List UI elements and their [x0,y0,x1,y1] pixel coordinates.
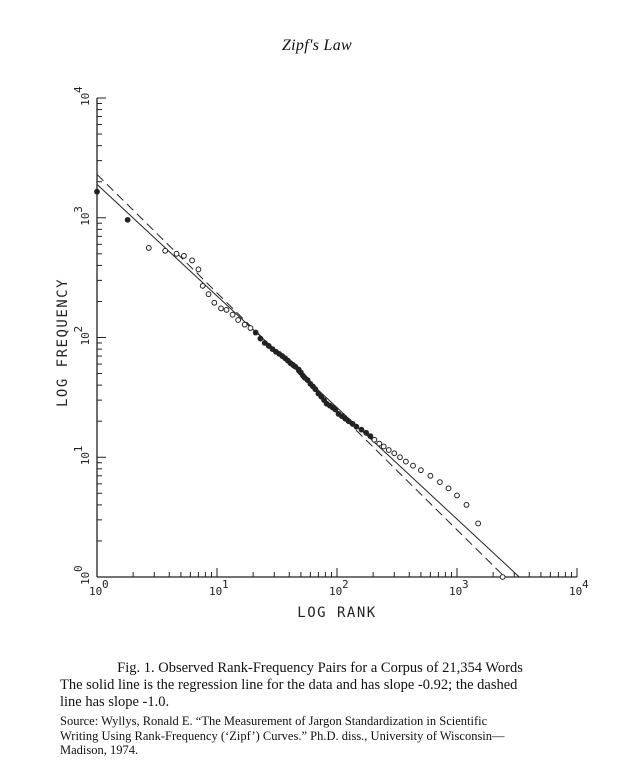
chart-axes [96,97,578,578]
data-point [376,440,383,447]
figure-source: Source: Wyllys, Ronald E. “The Measureme… [60,714,580,758]
page-title: Zipf's Law [281,37,352,54]
y-axis-title-group: LOG FREQUENCY [55,278,71,407]
data-point [397,454,403,461]
data-point [199,282,206,289]
data-point [218,305,224,312]
data-point [261,340,268,346]
figure-caption: Fig. 1. Observed Rank-Frequency Pairs fo… [60,660,580,711]
data-point [223,307,230,313]
y-tick-exponent: 0 [72,565,85,572]
data-point [358,426,365,433]
source-line-2: Writing Using Rank-Frequency (‘Zipf’) Cu… [60,728,505,743]
x-tick-label: 10 [89,585,102,598]
data-point [345,418,352,425]
x-tick-exponent: 4 [582,578,589,591]
data-point [454,492,460,499]
x-tick-label: 10 [449,585,462,598]
data-point [391,450,398,457]
y-tick-label-group: 100 [72,565,92,585]
x-tick-label: 10 [209,585,222,598]
y-tick-exponent: 2 [72,326,85,333]
data-point [94,188,100,195]
y-axis-title: LOG FREQUENCY [55,278,71,407]
data-point [312,386,319,393]
data-point [402,458,409,465]
data-point [417,467,424,474]
data-point [145,245,152,251]
x-tick-label: 10 [569,585,582,598]
data-point [257,335,264,342]
data-point [363,429,370,436]
data-point [162,247,169,254]
data-point [235,317,242,323]
chart-points [94,188,506,580]
y-tick-exponent: 4 [72,86,85,93]
y-tick-label: 10 [79,452,92,465]
data-point [475,520,482,527]
x-tick-label: 10 [329,585,342,598]
data-point [181,253,187,259]
data-point [189,257,195,264]
x-tick-exponent: 2 [342,578,349,591]
data-point [371,436,378,443]
y-tick-exponent: 1 [72,446,85,453]
data-point [445,485,452,492]
caption-line-2: The solid line is the regression line fo… [60,677,518,693]
data-point [499,574,506,580]
data-point [349,420,356,427]
data-point [205,291,212,298]
data-point [463,502,470,508]
data-point [410,462,416,469]
data-point [173,250,180,257]
y-tick-label-group: 102 [72,326,92,346]
source-line-1: Source: Wyllys, Ronald E. “The Measureme… [60,714,488,728]
data-point [265,343,272,349]
caption-line-3: line has slope -1.0. [60,694,170,710]
x-tick-exponent: 1 [222,578,229,591]
data-point [332,406,339,413]
data-point [211,299,218,306]
y-tick-label-group: 104 [72,86,92,106]
x-tick-exponent: 3 [462,578,469,591]
y-tick-label-group: 103 [72,206,92,226]
data-point [380,443,387,450]
data-point [247,325,254,331]
x-tick-exponent: 0 [102,578,109,591]
data-point [367,433,374,440]
data-point [353,423,360,430]
data-point [436,479,443,486]
data-point [124,216,131,223]
chart-lines [96,174,520,578]
y-tick-label: 10 [79,332,92,345]
data-point [252,329,259,336]
y-tick-label: 10 [79,213,92,226]
y-tick-label-group: 101 [72,446,92,466]
y-tick-label: 10 [79,93,92,106]
data-point [195,266,202,273]
data-point [241,321,248,328]
data-point [427,472,434,479]
data-point [229,311,236,318]
data-point [385,447,392,453]
x-axis-title: LOG RANK [297,605,376,621]
y-tick-exponent: 3 [72,206,85,213]
caption-line-1: Fig. 1. Observed Rank-Frequency Pairs fo… [117,660,523,676]
y-tick-label: 10 [79,572,92,585]
source-line-3: Madison, 1974. [60,743,139,757]
